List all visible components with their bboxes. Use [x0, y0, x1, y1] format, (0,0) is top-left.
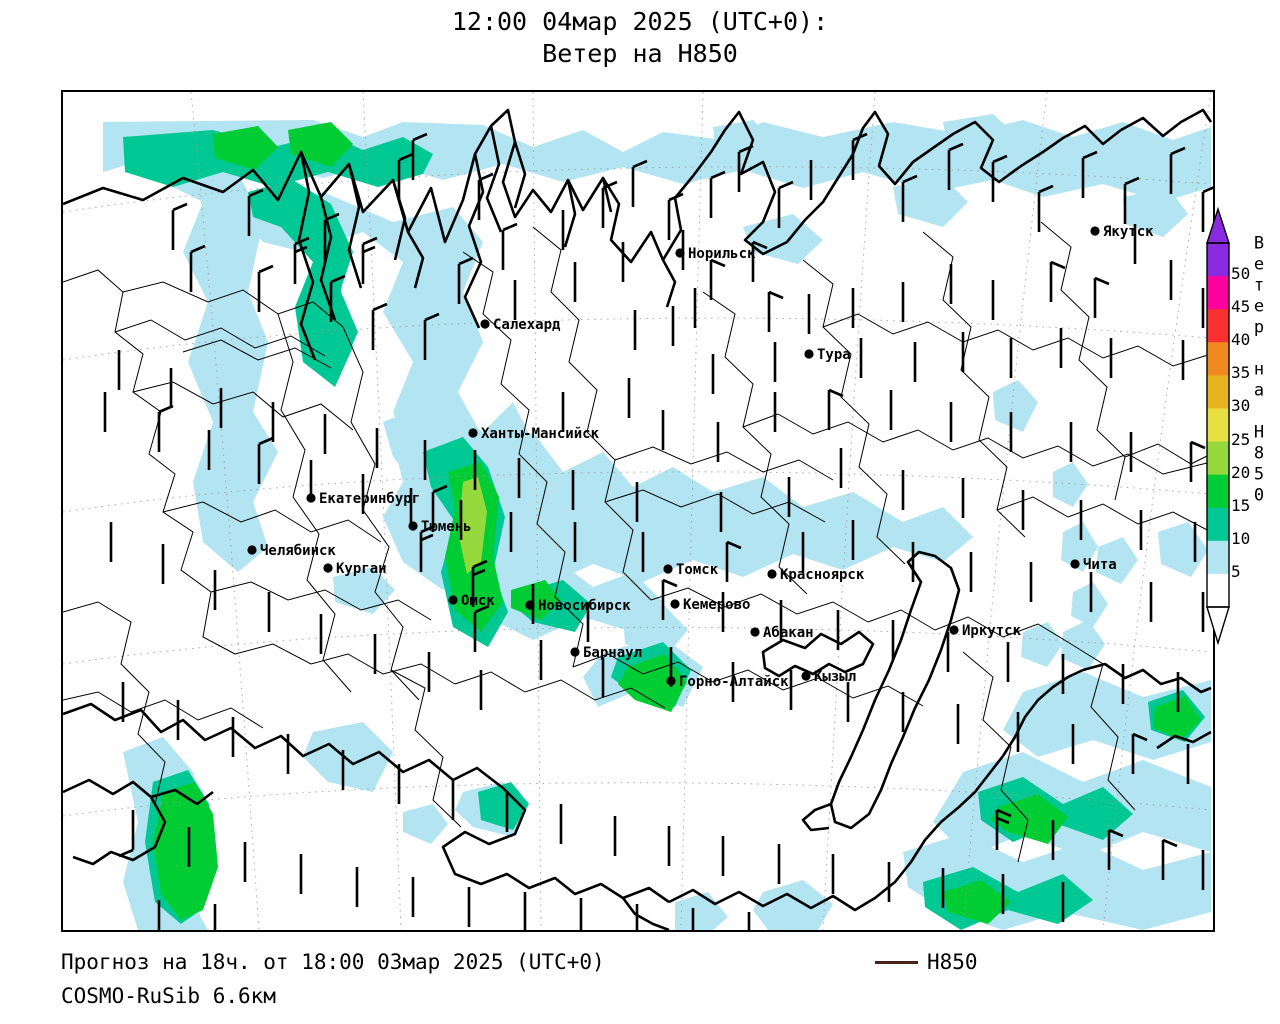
colorbar-tick: 20 — [1231, 462, 1251, 482]
title-datetime: 12:00 04мар 2025 (UTC+0): — [451, 7, 829, 36]
map-graphic: Якутск Норильск Салехард Тура Ханты-Мансийск… — [63, 92, 1213, 930]
city-dot — [949, 625, 959, 635]
city-label: Кызыл — [814, 669, 856, 685]
colorbar-tick: 5 — [1231, 561, 1241, 581]
colorbar-band — [1207, 507, 1229, 542]
city-dot — [448, 595, 458, 605]
colorbar-band — [1207, 408, 1229, 443]
page-title: 12:00 04мар 2025 (UTC+0): Ветер на H850 — [0, 6, 1280, 70]
city-markers: Якутск Норильск Салехард Тура Ханты-Мансийск… — [247, 224, 1154, 690]
city-dot — [750, 627, 760, 637]
city-label: Норильск — [688, 246, 756, 262]
city-dot — [306, 493, 316, 503]
colorbar-band — [1207, 441, 1229, 476]
model-info: COSMO-RuSib 6.6км — [61, 984, 276, 1008]
colorbar-axis-title: Ветер на H850 — [1249, 233, 1269, 507]
colorbar-tick: 40 — [1231, 330, 1251, 350]
colorbar-tick: 50 — [1231, 264, 1251, 284]
city-dot — [767, 569, 777, 579]
h850-contour-swatch — [875, 960, 918, 964]
colorbar-tick: 25 — [1231, 429, 1251, 449]
legend-h850: H850 — [875, 950, 978, 974]
colorbar-band — [1207, 573, 1229, 608]
city-label: Томск — [676, 562, 719, 578]
forecast-info: Прогноз на 18ч. от 18:00 03мар 2025 (UTC… — [61, 950, 605, 974]
city-label: Омск — [461, 593, 495, 609]
country-borders — [63, 108, 1213, 930]
city-dot — [408, 521, 418, 531]
city-label: Новосибирск — [538, 598, 631, 614]
city-label: Салехард — [493, 317, 561, 333]
city-dot — [801, 671, 811, 681]
city-dot — [804, 349, 814, 359]
colorbar[interactable]: 50 45 40 35 30 25 20 15 10 5 — [1203, 203, 1275, 648]
map-canvas[interactable]: Якутск Норильск Салехард Тура Ханты-Мансийск… — [61, 90, 1215, 932]
city-dot — [1090, 226, 1100, 236]
city-dot — [663, 564, 673, 574]
city-dot — [1070, 559, 1080, 569]
title-parameter: Ветер на H850 — [542, 39, 738, 68]
colorbar-band — [1207, 276, 1229, 310]
colorbar-tick: 10 — [1231, 528, 1251, 548]
colorbar-band — [1207, 342, 1229, 376]
city-dot — [666, 676, 676, 686]
colorbar-band — [1207, 540, 1229, 575]
h850-legend-label: H850 — [927, 950, 978, 974]
colorbar-tick: 30 — [1231, 396, 1251, 416]
city-label: Кемерово — [683, 597, 750, 613]
city-dot — [675, 248, 685, 258]
city-label: Якутск — [1103, 224, 1154, 240]
city-label: Барнаул — [583, 645, 642, 661]
colorbar-band — [1207, 474, 1229, 509]
colorbar-graphic — [1206, 206, 1230, 646]
city-label: Чита — [1083, 557, 1117, 573]
colorbar-band — [1207, 375, 1229, 410]
wind-barbs — [103, 132, 1213, 930]
city-label: Иркутск — [962, 623, 1022, 639]
city-label: Тюмень — [421, 519, 472, 535]
city-dot — [480, 319, 490, 329]
city-dot — [525, 600, 535, 610]
colorbar-tick: 45 — [1231, 297, 1251, 317]
wind-speed-shading — [103, 114, 1211, 930]
colorbar-band — [1207, 243, 1229, 277]
city-label: Ханты-Мансийск — [481, 426, 600, 442]
colorbar-band — [1207, 309, 1229, 343]
city-label: Тура — [817, 347, 851, 363]
city-dot — [570, 647, 580, 657]
city-label: Абакан — [763, 625, 814, 641]
city-dot — [670, 599, 680, 609]
colorbar-tick: 35 — [1231, 363, 1251, 383]
city-label: Красноярск — [780, 567, 865, 583]
city-dot — [468, 428, 478, 438]
lat-lon-gridlines — [63, 92, 1212, 930]
city-label: Курган — [336, 561, 387, 577]
administrative-boundaries — [63, 221, 1212, 863]
city-dot — [247, 545, 257, 555]
city-dot — [323, 563, 333, 573]
colorbar-tick: 15 — [1231, 495, 1251, 515]
city-label: Челябинск — [260, 543, 336, 559]
city-label: Горно-Алтайск — [679, 674, 789, 690]
city-label: Екатеринбург — [319, 491, 420, 507]
